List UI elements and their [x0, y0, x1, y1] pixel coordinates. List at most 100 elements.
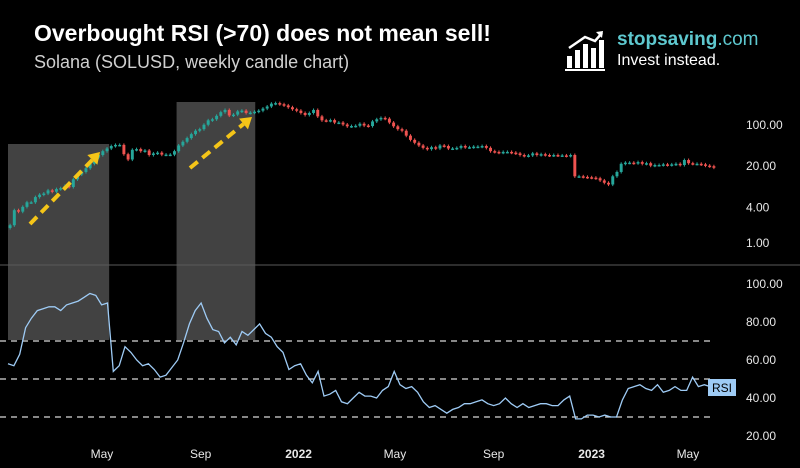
candle [160, 151, 164, 157]
brand-name-main: stopsaving [617, 29, 718, 50]
candle [223, 108, 227, 114]
candle [253, 110, 257, 115]
candle [248, 111, 252, 115]
candle [181, 140, 185, 148]
candle-body [670, 164, 674, 166]
candle [227, 108, 231, 118]
candle-body [712, 166, 716, 168]
candle [307, 111, 311, 117]
candle [628, 161, 632, 165]
candle [539, 152, 543, 157]
candle [274, 101, 278, 106]
candle [480, 144, 484, 149]
candle-body [290, 107, 294, 110]
candle [430, 145, 434, 151]
candle-body [396, 126, 400, 130]
candle [564, 153, 568, 158]
candle-body [257, 110, 261, 113]
candle [12, 208, 16, 227]
candle [333, 118, 337, 125]
candle-body [358, 123, 362, 126]
price-tick-label: 4.00 [746, 200, 770, 214]
candle [455, 146, 459, 151]
candle-body [594, 177, 598, 180]
candle-body [649, 163, 653, 166]
candle [198, 127, 202, 133]
candle-body [219, 112, 223, 116]
candle-body [489, 147, 493, 152]
candle [21, 205, 25, 214]
candle-body [678, 163, 682, 166]
candle-body [371, 121, 375, 127]
candle-body [265, 106, 269, 109]
candle [168, 153, 172, 157]
candle [113, 143, 117, 148]
candle-body [543, 154, 547, 156]
candle [312, 108, 316, 115]
candle [421, 143, 425, 150]
candle-body [628, 162, 632, 165]
candle-body [598, 178, 602, 181]
candle-body [54, 189, 58, 192]
candle-body [324, 120, 328, 122]
overbought-zone-2 [176, 102, 256, 340]
candle-body [244, 110, 248, 113]
candle [189, 132, 193, 140]
candle [210, 117, 214, 122]
candle-body [105, 148, 109, 152]
candle [379, 116, 383, 121]
trend-arrow-1 [28, 152, 100, 226]
candle-body [261, 108, 265, 111]
candle-body [274, 103, 278, 105]
candle-body [286, 105, 290, 108]
candle [349, 124, 353, 128]
candle-body [156, 152, 160, 155]
price-tick-label: 100.00 [746, 118, 783, 132]
candle [703, 162, 707, 168]
rsi-tag: RSI [708, 379, 736, 396]
candle-body [88, 163, 92, 169]
time-tick-label: 2023 [578, 447, 605, 461]
candle [602, 178, 606, 185]
overbought-zones [8, 102, 256, 340]
candle-body [126, 154, 130, 160]
candle [303, 111, 307, 117]
candle [71, 177, 75, 189]
candle-body [522, 155, 526, 157]
candle [615, 170, 619, 178]
candle [299, 109, 303, 115]
candle [699, 162, 703, 166]
candle [417, 141, 421, 148]
candle [135, 147, 139, 152]
candle [46, 188, 50, 196]
candle [261, 107, 265, 113]
candle-body [349, 126, 353, 128]
chart-title: Overbought RSI (>70) does not mean sell! [34, 20, 491, 46]
candle-body [139, 149, 143, 152]
candle [50, 188, 54, 194]
candle-body [497, 151, 501, 154]
candle [38, 193, 42, 199]
candle-body [552, 155, 556, 157]
candle-body [312, 109, 316, 113]
candle [358, 122, 362, 128]
candle [585, 175, 589, 179]
candle [682, 158, 686, 167]
candle [29, 200, 33, 204]
brand-block: stopsaving.com Invest instead. [565, 26, 780, 76]
candle-body [585, 176, 589, 179]
candle-body [168, 154, 172, 157]
rsi-tick-label: 40.00 [746, 391, 776, 405]
overbought-zone-1 [8, 144, 110, 340]
candle-body [151, 153, 155, 156]
candle [118, 143, 122, 147]
candle [392, 121, 396, 128]
trend-arrow-head [239, 117, 252, 130]
candle-body [278, 103, 282, 105]
candle-body [514, 152, 518, 155]
rsi-tag-box [708, 379, 736, 396]
candle-body [206, 120, 210, 125]
candle [295, 107, 299, 113]
time-tick-label: Sep [483, 447, 505, 461]
candle-body [354, 125, 358, 128]
